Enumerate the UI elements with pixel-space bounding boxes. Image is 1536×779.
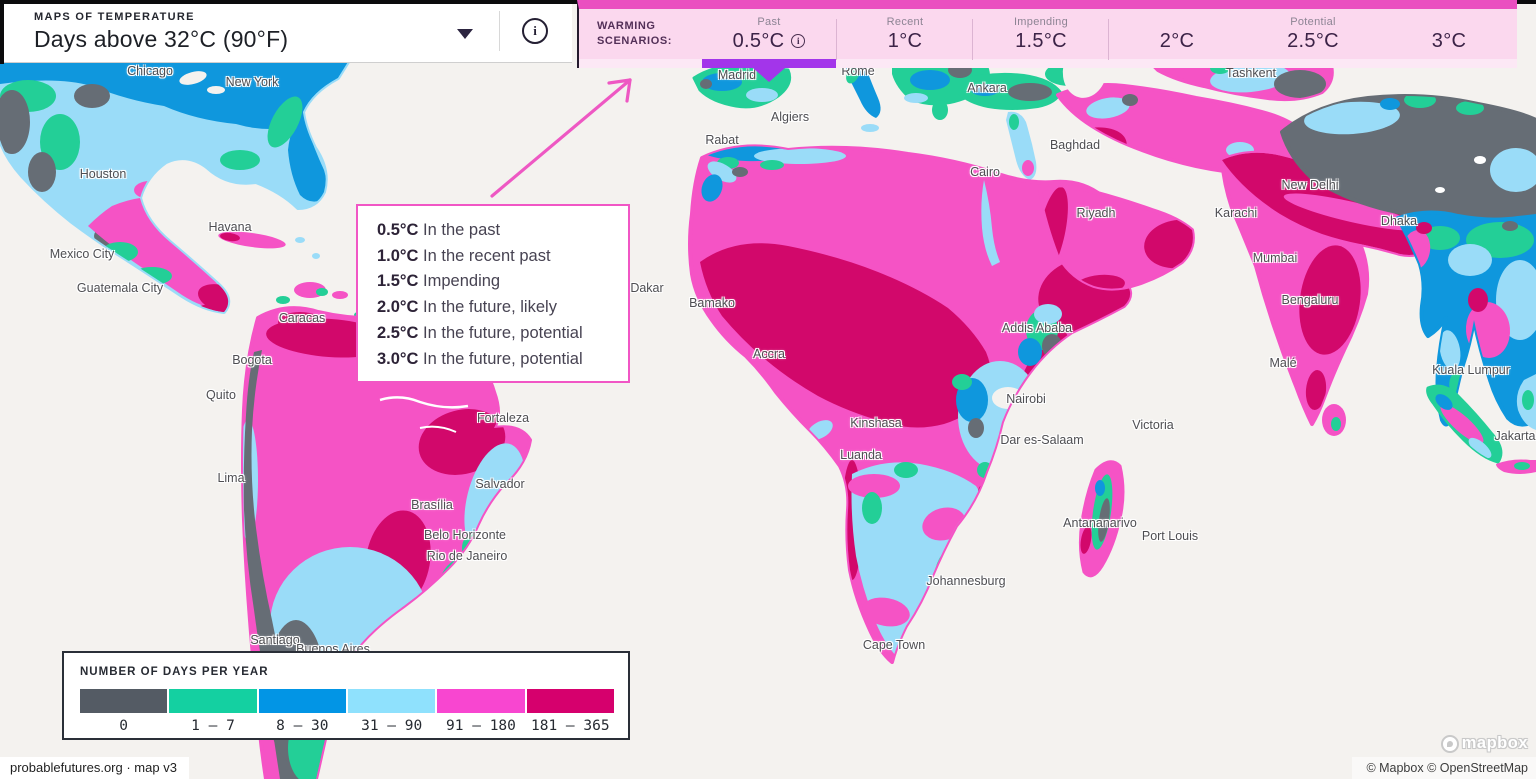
legend-title: NUMBER OF DAYS PER YEAR bbox=[80, 666, 269, 678]
info-icon[interactable]: i bbox=[522, 18, 548, 44]
header-text: MAPS OF TEMPERATURE Days above 32°C (90°… bbox=[0, 9, 457, 53]
legend-item: 8 – 30 bbox=[258, 689, 346, 734]
legend-item: 181 – 365 bbox=[526, 689, 614, 734]
legend-label: 181 – 365 bbox=[531, 718, 610, 734]
legend-label: 91 – 180 bbox=[446, 718, 516, 734]
scenario-key-line: 2.5°C In the future, potential bbox=[377, 323, 583, 342]
scenario-key-line: 1.5°C Impending bbox=[377, 272, 501, 291]
legend-swatch bbox=[437, 689, 525, 713]
legend-items: 0 1 – 7 8 – 30 31 – 90 91 – 180 181 – 365 bbox=[80, 689, 614, 734]
scenario-key-box: 0.5°C In the past 1.0°C In the recent pas… bbox=[356, 204, 630, 383]
map-category-label: MAPS OF TEMPERATURE bbox=[34, 11, 195, 23]
scenario-key-line: 1.0°C In the recent past bbox=[377, 246, 551, 265]
legend-label: 0 bbox=[119, 718, 129, 734]
legend-item: 91 – 180 bbox=[437, 689, 525, 734]
scenario-temp-label: 3°C bbox=[1431, 30, 1467, 52]
chevron-down-icon[interactable] bbox=[457, 29, 473, 39]
scenario-tab-2.5c[interactable]: Potential 2.5°C bbox=[1245, 9, 1381, 68]
legend-label: 31 – 90 bbox=[361, 718, 423, 734]
mapbox-logo[interactable]: mapbox bbox=[1440, 734, 1528, 753]
scenario-temp-label: 2°C bbox=[1159, 30, 1195, 52]
mapbox-logo-icon bbox=[1440, 734, 1459, 753]
scenario-key-line: 2.0°C In the future, likely bbox=[377, 298, 557, 317]
legend-swatch bbox=[347, 689, 436, 713]
legend-label: 1 – 7 bbox=[191, 718, 235, 734]
scenario-temp-label: 1.5°C bbox=[1015, 30, 1067, 52]
map-selector-header[interactable]: MAPS OF TEMPERATURE Days above 32°C (90°… bbox=[0, 0, 572, 63]
mapbox-wordmark: mapbox bbox=[1461, 734, 1528, 752]
map-title: Days above 32°C (90°F) bbox=[34, 26, 289, 52]
scenario-tab-1c[interactable]: Recent 1°C bbox=[837, 9, 973, 68]
scenario-group-label: Potential bbox=[1290, 16, 1336, 28]
scenario-tab-1.5c[interactable]: Impending 1.5°C bbox=[973, 9, 1109, 68]
scenario-group-label bbox=[1109, 16, 1245, 29]
legend-item: 31 – 90 bbox=[347, 689, 436, 734]
header-divider bbox=[499, 11, 500, 51]
map-attribution[interactable]: © Mapbox © OpenStreetMap bbox=[1352, 757, 1536, 779]
info-icon[interactable]: i bbox=[791, 34, 806, 48]
scenario-group-label: Recent bbox=[886, 16, 924, 28]
scenario-tab-3c[interactable]: 3°C bbox=[1381, 9, 1517, 68]
legend-item: 1 – 7 bbox=[169, 689, 257, 734]
scenario-key-line: 3.0°C In the future, potential bbox=[377, 349, 583, 368]
warming-scenarios-label: WARMING SCENARIOS: bbox=[597, 20, 673, 47]
left-border-strip bbox=[0, 0, 4, 64]
scenario-tab-2c[interactable]: 2°C bbox=[1109, 9, 1245, 68]
legend-label: 8 – 30 bbox=[276, 718, 329, 734]
scenario-temp-label: 2.5°C bbox=[1287, 30, 1339, 52]
legend-swatch bbox=[526, 689, 614, 713]
site-version-label[interactable]: probablefutures.org · map v3 bbox=[0, 757, 189, 779]
scenario-group-label bbox=[1381, 16, 1517, 29]
legend-swatch bbox=[80, 689, 168, 713]
scenario-tabs: Past 0.5°C i Recent 1°C Impending 1.5°C 2°C Pote… bbox=[701, 9, 1517, 82]
scenario-group-label: Impending bbox=[1013, 16, 1069, 28]
map-legend: NUMBER OF DAYS PER YEAR 0 1 – 7 8 – 30 31 –… bbox=[62, 651, 630, 740]
legend-item: 0 bbox=[80, 689, 168, 734]
legend-swatch bbox=[169, 689, 257, 713]
legend-swatch bbox=[258, 689, 346, 713]
scenario-key-line: 0.5°C In the past bbox=[377, 221, 501, 239]
scenario-temp-label: 0.5°C i bbox=[701, 30, 837, 53]
scenario-temp-label: 1°C bbox=[887, 30, 923, 52]
scenario-group-label: Past bbox=[757, 16, 781, 28]
selected-scenario-indicator bbox=[702, 59, 836, 82]
warming-scenarios-panel: WARMING SCENARIOS: Past 0.5°C i Recent 1°C Im… bbox=[577, 0, 1517, 82]
scenario-tab-0.5c[interactable]: Past 0.5°C i bbox=[701, 9, 837, 82]
